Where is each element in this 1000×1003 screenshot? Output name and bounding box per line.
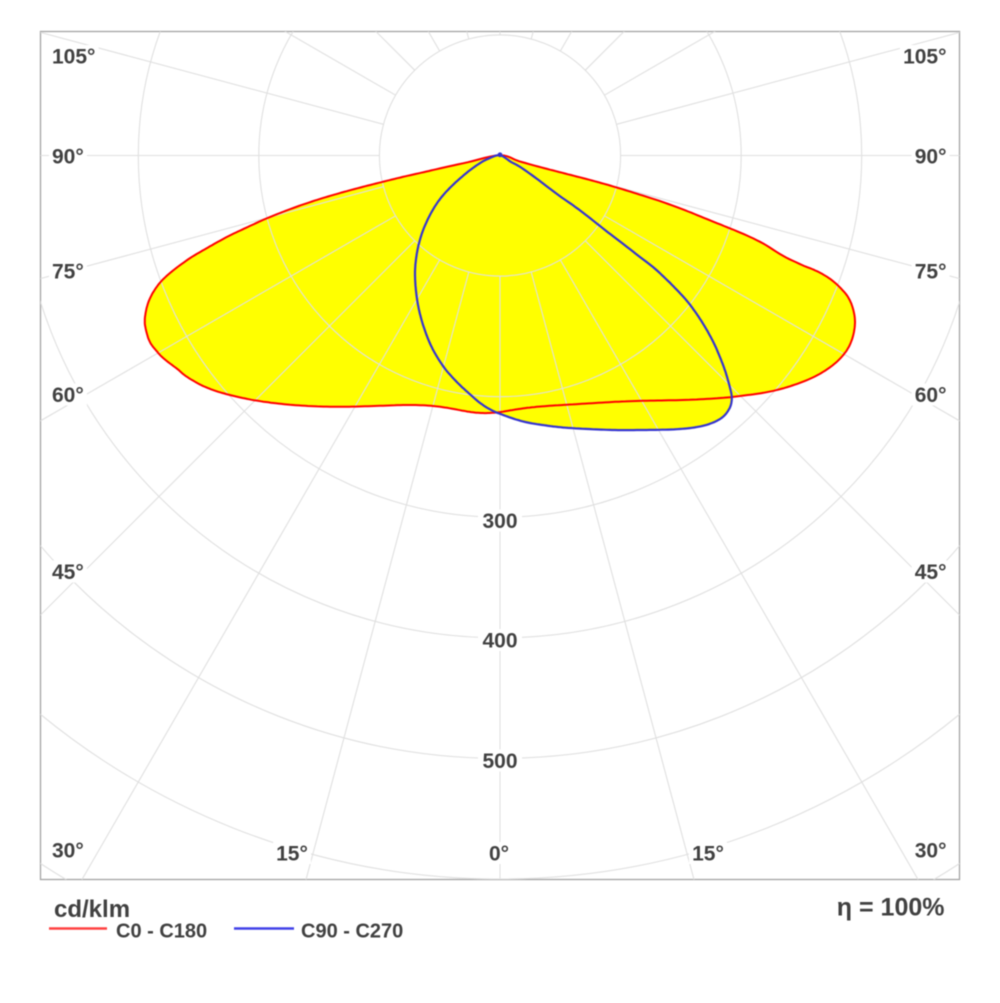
svg-text:30°: 30° <box>52 840 84 863</box>
svg-text:45°: 45° <box>915 561 947 584</box>
svg-text:30°: 30° <box>915 840 947 863</box>
svg-text:75°: 75° <box>915 261 947 284</box>
svg-text:500: 500 <box>482 750 517 773</box>
svg-text:60°: 60° <box>52 384 84 407</box>
svg-text:15°: 15° <box>692 843 724 866</box>
svg-text:105°: 105° <box>52 46 95 69</box>
svg-text:45°: 45° <box>52 561 84 584</box>
svg-text:cd/klm: cd/klm <box>54 896 130 923</box>
svg-text:90°: 90° <box>52 146 84 169</box>
svg-text:C0 - C180: C0 - C180 <box>116 921 207 943</box>
svg-text:60°: 60° <box>915 384 947 407</box>
svg-text:η = 100%: η = 100% <box>837 894 945 922</box>
svg-text:0°: 0° <box>489 843 509 866</box>
svg-text:400: 400 <box>482 630 517 653</box>
svg-text:300: 300 <box>482 510 517 533</box>
svg-text:75°: 75° <box>52 261 84 284</box>
svg-text:C90 - C270: C90 - C270 <box>301 921 403 943</box>
svg-text:90°: 90° <box>915 146 947 169</box>
svg-text:105°: 105° <box>903 46 946 69</box>
svg-text:15°: 15° <box>276 843 308 866</box>
